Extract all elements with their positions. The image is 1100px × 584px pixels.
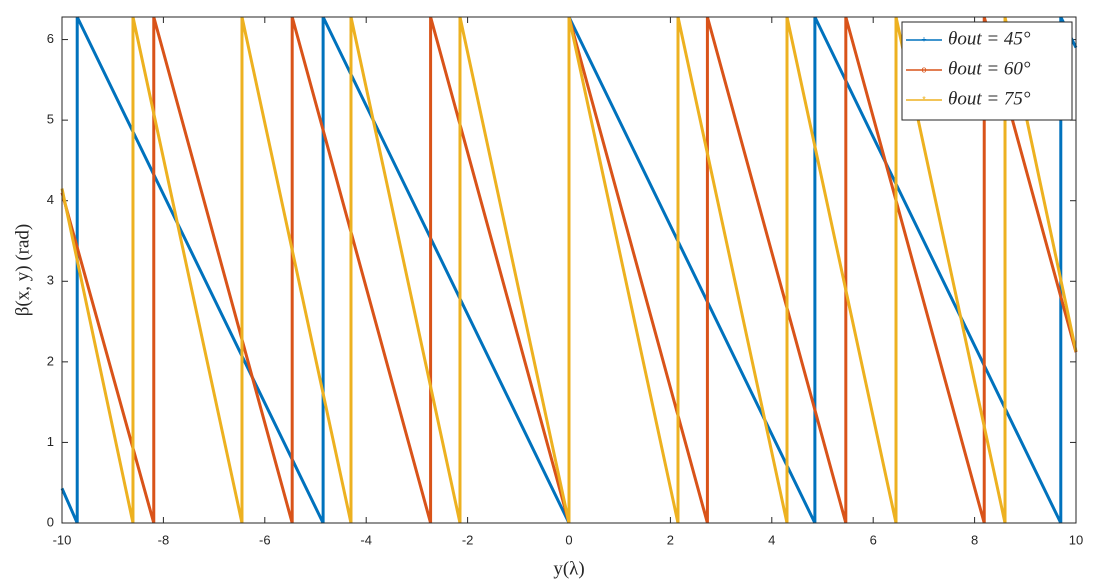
y-tick-label: 0 [47, 514, 54, 529]
x-tick-label: -8 [158, 532, 170, 547]
x-tick-label: 6 [870, 532, 877, 547]
x-tick-label: 8 [971, 532, 978, 547]
legend-box [901, 21, 1073, 121]
x-tick-label: -4 [360, 532, 372, 547]
y-tick-label: 1 [47, 434, 54, 449]
x-tick-label: 10 [1069, 532, 1083, 547]
x-tick-label: 4 [768, 532, 775, 547]
x-tick-label: 0 [565, 532, 572, 547]
y-tick-label: 5 [47, 112, 54, 127]
legend-marker: + [921, 34, 926, 44]
series-line [60, 16, 1078, 524]
x-tick-label: -2 [462, 532, 474, 547]
x-tick-label: 2 [667, 532, 674, 547]
y-tick-label: 4 [47, 192, 54, 207]
legend-label: θout = 60° [948, 58, 1031, 79]
x-axis-label: y(λ) [553, 558, 584, 579]
x-tick-label: -6 [259, 532, 271, 547]
y-tick-label: 2 [47, 353, 54, 368]
legend-label: θout = 75° [948, 88, 1031, 109]
y-axis-label: β(x, y) (rad) [12, 224, 33, 317]
legend-label: θout = 45° [948, 28, 1031, 49]
legend-marker: * [922, 94, 926, 104]
x-tick-label: -10 [53, 532, 72, 547]
legend-marker: o [921, 64, 926, 74]
y-tick-label: 6 [47, 31, 54, 46]
plot-frame [61, 16, 1077, 524]
y-tick-label: 3 [47, 273, 54, 288]
